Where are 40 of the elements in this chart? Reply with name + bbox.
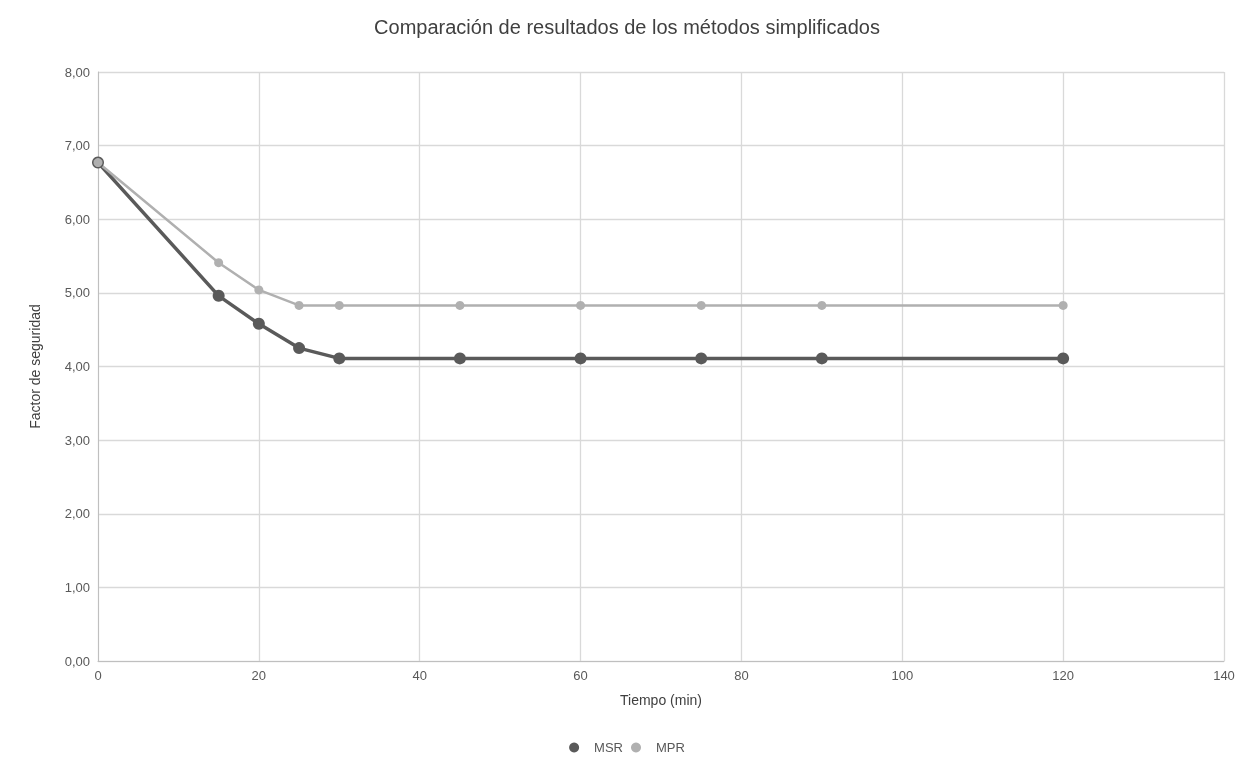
x-tick-label: 0 (94, 668, 102, 683)
point (252, 317, 265, 330)
y-tick-label: 6,00 (64, 211, 90, 227)
point (815, 352, 828, 365)
point (334, 300, 344, 310)
y-tick-label: 7,00 (64, 138, 90, 154)
y-axis-title: Factor de seguridad (27, 304, 43, 429)
point (695, 352, 708, 365)
point (214, 258, 224, 268)
point (294, 300, 304, 310)
point (574, 352, 587, 365)
x-tick-label: 60 (573, 668, 588, 683)
x-tick-label: 140 (1213, 668, 1235, 683)
point (455, 300, 465, 310)
point (1058, 300, 1068, 310)
y-tick-label: 8,00 (64, 64, 90, 80)
point (453, 352, 466, 365)
x-axis-title: Tiempo (min) (620, 692, 702, 708)
point (1057, 352, 1070, 365)
legend-label: MPR (656, 740, 685, 755)
x-tick-label: 80 (734, 668, 749, 683)
point (212, 289, 225, 302)
x-tick-label: 20 (251, 668, 267, 683)
x-tick-label: 100 (891, 668, 914, 683)
y-tick-label: 4,00 (64, 359, 90, 374)
chart-title: Comparación de resultados de los métodos simplificados (374, 16, 880, 38)
y-tick-label: 2,00 (64, 506, 90, 522)
point (817, 300, 827, 310)
x-tick-label: 120 (1052, 668, 1074, 683)
y-tick-label: 0,00 (64, 653, 90, 669)
y-tick-label: 1,00 (64, 579, 90, 595)
x-tick-label: 40 (412, 668, 427, 683)
y-tick-label: 5,00 (64, 285, 90, 301)
y-tick-label: 3,00 (64, 432, 90, 448)
point (696, 300, 706, 310)
point (333, 352, 346, 365)
point (576, 300, 586, 310)
legend-label: MSR (594, 740, 623, 755)
point (293, 342, 306, 355)
point (254, 285, 264, 295)
